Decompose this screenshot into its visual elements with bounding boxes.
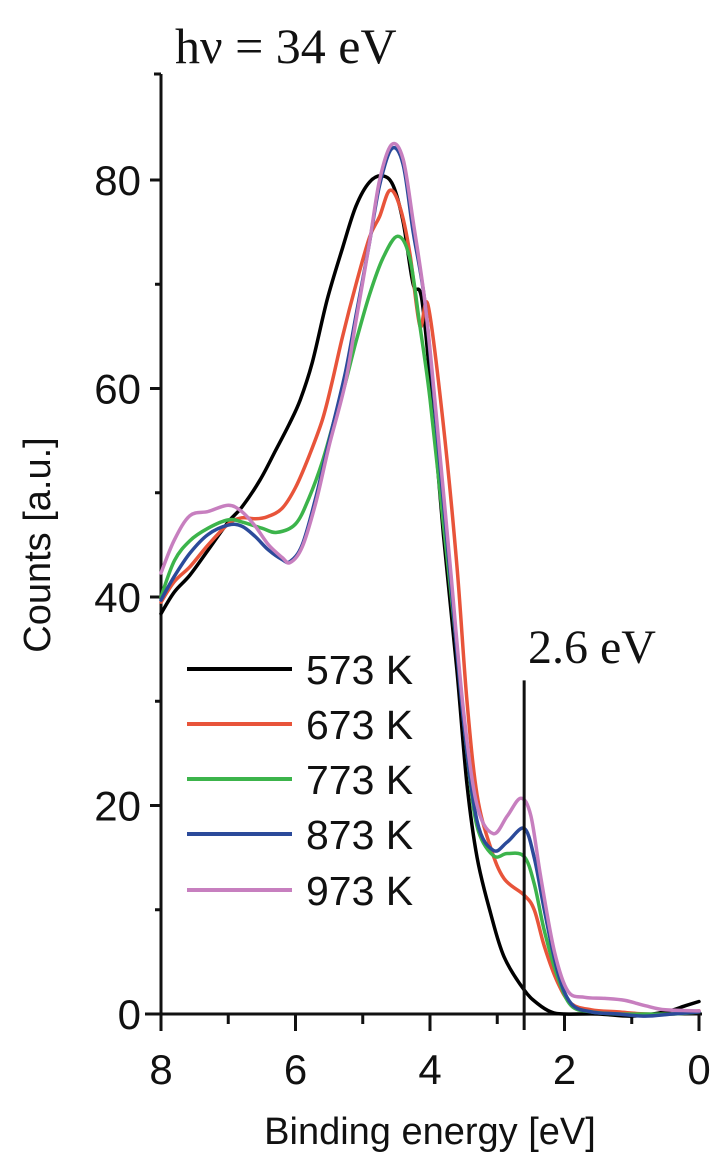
legend-label: 773 K (306, 757, 413, 803)
legend-item-973k: 973 K (187, 868, 413, 914)
y-tick-label: 80 (94, 157, 141, 204)
legend-label: 973 K (306, 868, 413, 914)
y-axis-label: Counts [a.u.] (17, 437, 59, 652)
plot-area (159, 141, 701, 1018)
legend-label: 673 K (306, 702, 413, 748)
y-axis: 0 20 40 60 80 (94, 72, 163, 1038)
y-tick-label: 60 (94, 366, 141, 413)
marker-annotation: 2.6 eV (528, 621, 656, 674)
series-873k (159, 145, 701, 1018)
y-tick-label: 0 (118, 991, 141, 1038)
chart-title: hν = 34 eV (175, 18, 397, 74)
legend-label: 573 K (306, 647, 413, 693)
legend-item-873k: 873 K (187, 812, 413, 858)
legend-item-673k: 673 K (187, 702, 413, 748)
legend-item-773k: 773 K (187, 757, 413, 803)
x-tick-label: 0 (687, 1046, 710, 1093)
series-973k (159, 141, 701, 1013)
x-tick-label: 2 (553, 1046, 576, 1093)
x-tick-label: 6 (284, 1046, 307, 1093)
x-tick-label: 4 (418, 1046, 441, 1093)
y-tick-label: 20 (94, 783, 141, 830)
x-axis: 8 6 4 2 0 (145, 1012, 711, 1093)
x-axis-label: Binding energy [eV] (264, 1111, 596, 1153)
legend-label: 873 K (306, 812, 413, 858)
legend-item-573k: 573 K (187, 647, 413, 693)
x-tick-label: 8 (149, 1046, 172, 1093)
legend: 573 K 673 K 773 K 873 K 973 K (187, 647, 413, 914)
y-tick-label: 40 (94, 574, 141, 621)
